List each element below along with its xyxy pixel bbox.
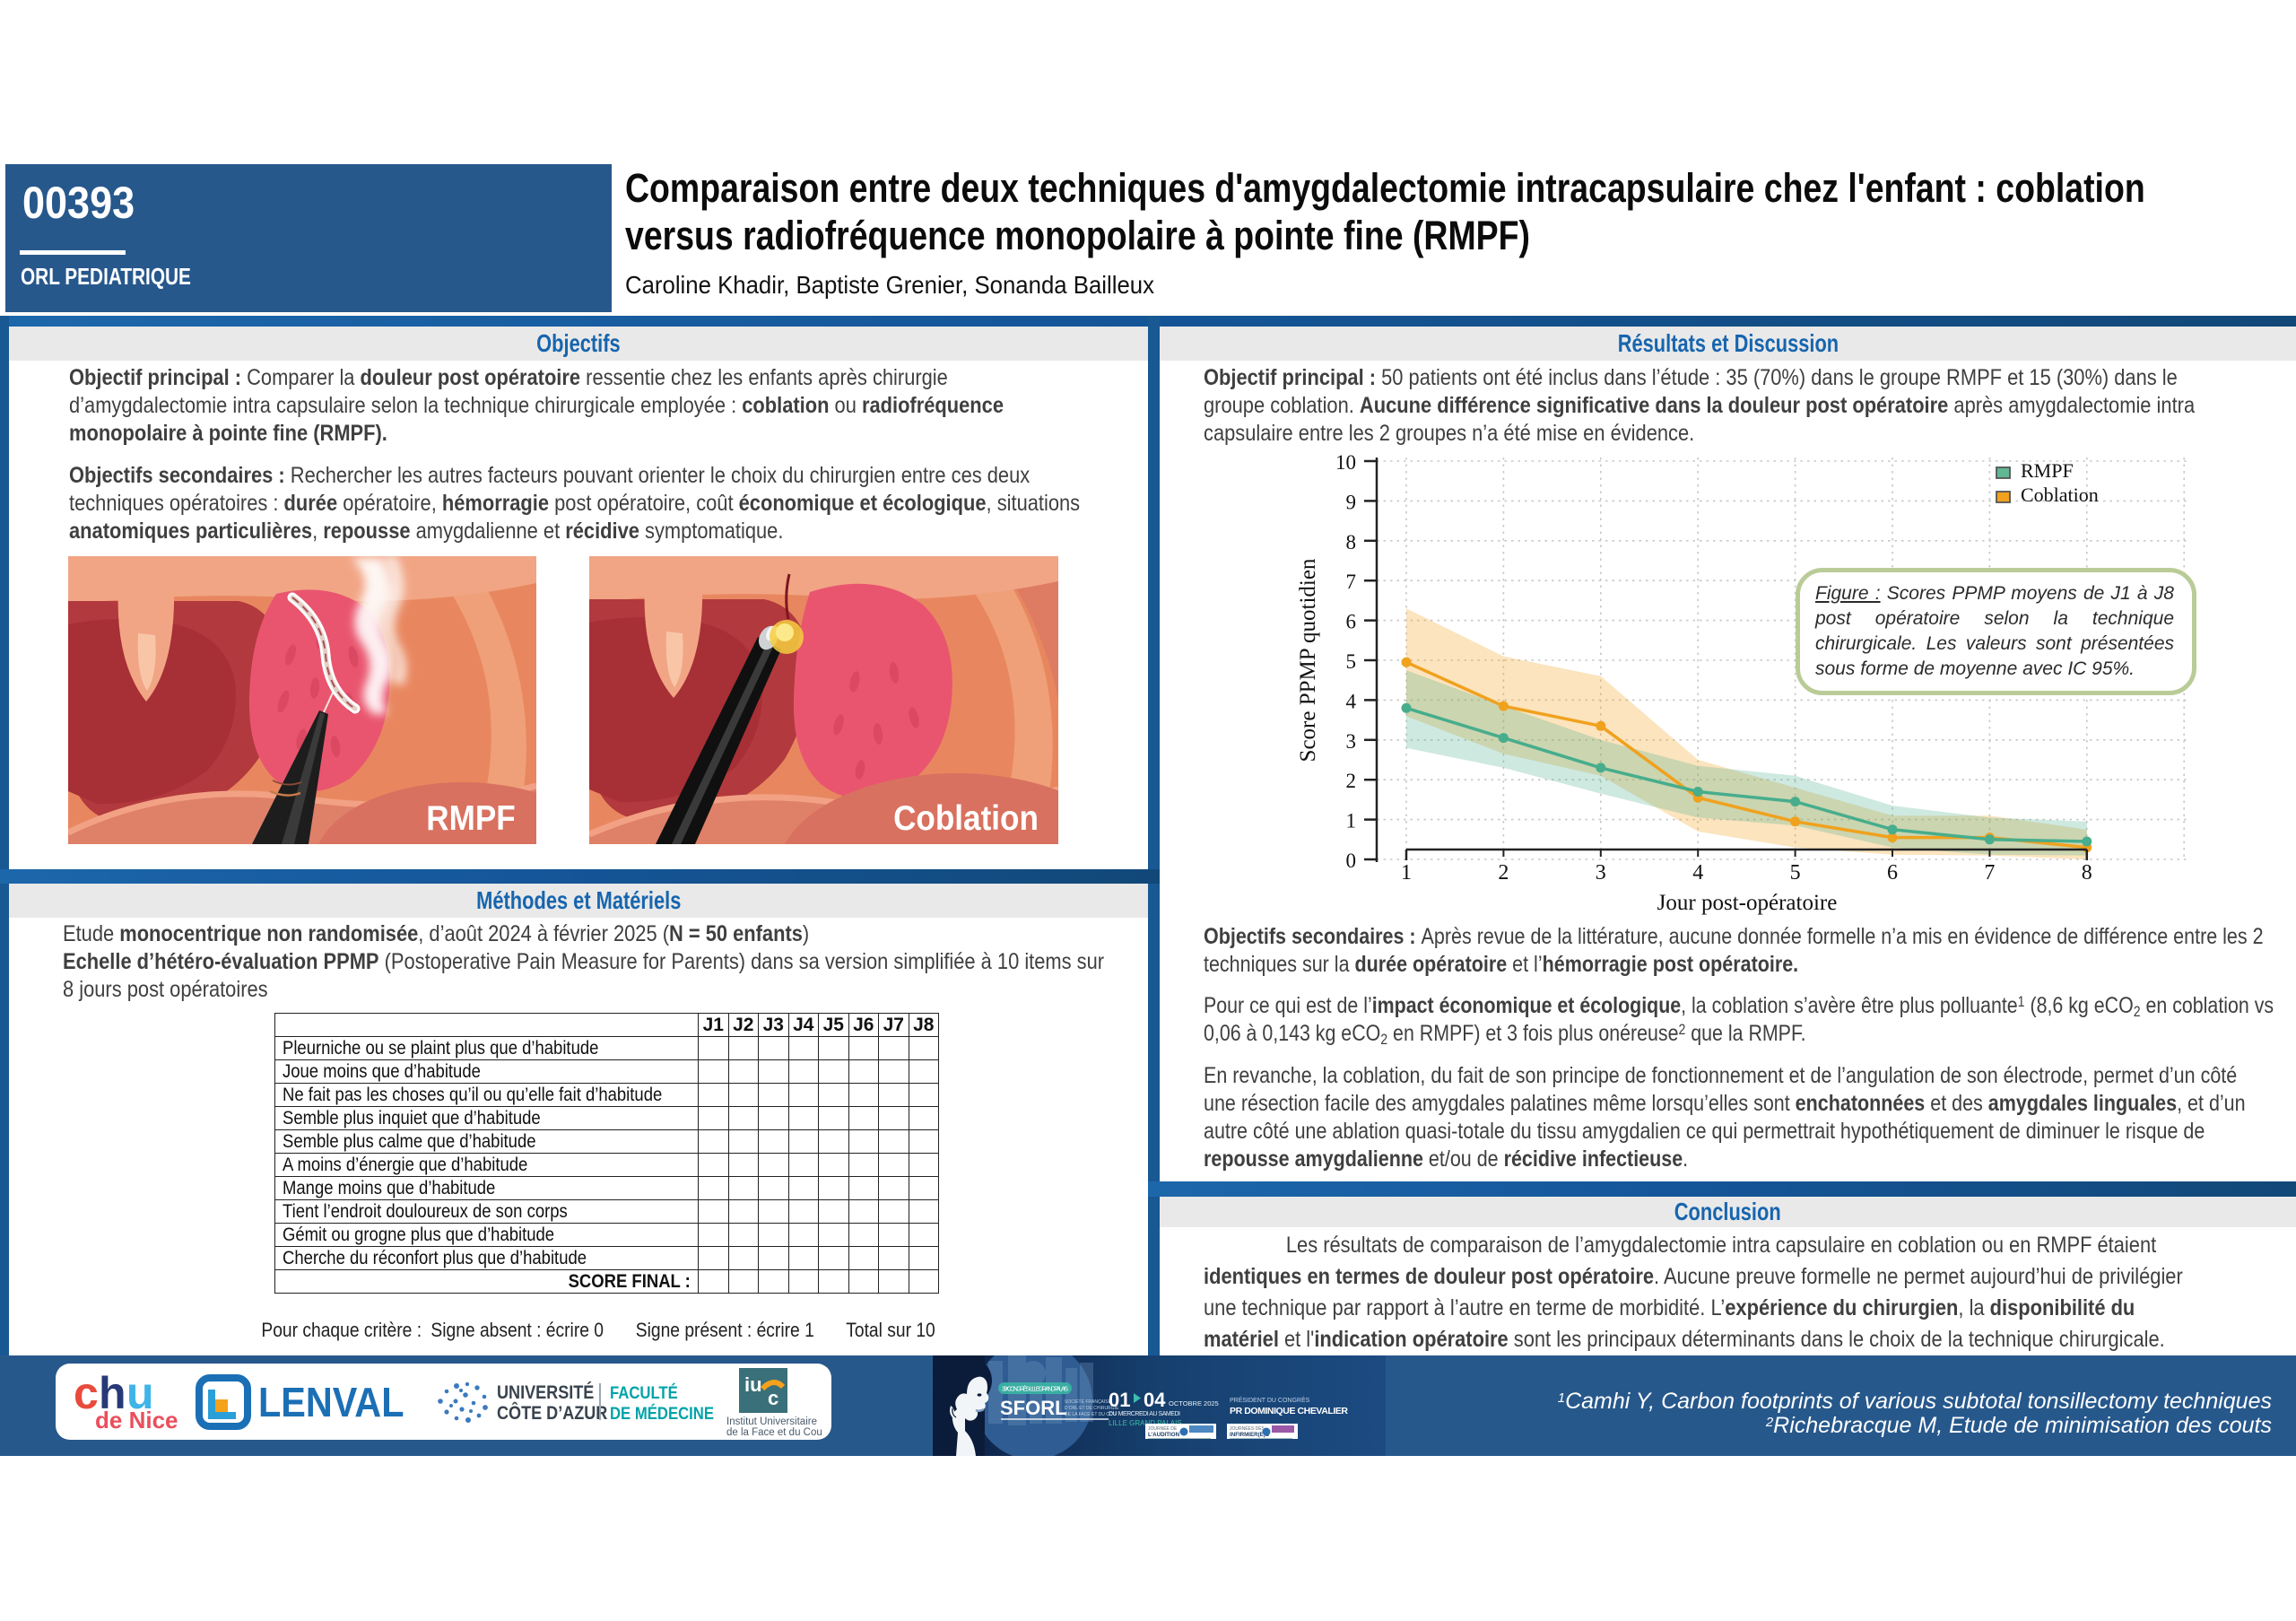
svg-text:2: 2: [1346, 770, 1357, 792]
svg-text:c: c: [74, 1368, 99, 1418]
svg-text:de Nice: de Nice: [95, 1407, 178, 1434]
svg-text:9: 9: [1346, 491, 1357, 513]
svg-text:SOCIÉTÉ FRANÇAISE: SOCIÉTÉ FRANÇAISE: [1065, 1399, 1112, 1405]
svg-text:6: 6: [1346, 611, 1357, 633]
svg-text:OCTOBRE 2025: OCTOBRE 2025: [1169, 1399, 1219, 1407]
svg-text:7: 7: [1984, 861, 1995, 885]
svg-text:7: 7: [1346, 571, 1357, 593]
svg-text:01: 01: [1109, 1389, 1130, 1411]
svg-text:04: 04: [1144, 1389, 1166, 1411]
svg-text:Coblation: Coblation: [893, 797, 1039, 837]
svg-text:iu: iu: [744, 1373, 762, 1396]
svg-text:CÔTE D’AZUR: CÔTE D’AZUR: [497, 1401, 607, 1425]
svg-text:DE LA FACE ET DU COU: DE LA FACE ET DU COU: [1065, 1412, 1117, 1417]
svg-text:10: 10: [1335, 451, 1356, 474]
svg-text:5: 5: [1790, 861, 1801, 885]
svg-text:u: u: [126, 1368, 154, 1418]
svg-text:h: h: [99, 1368, 126, 1418]
svg-text:8: 8: [1346, 531, 1357, 553]
svg-text:L’AUDITION: L’AUDITION: [1148, 1432, 1180, 1438]
svg-text:2: 2: [1498, 861, 1509, 885]
svg-text:PR DOMINIQUE CHEVALIER: PR DOMINIQUE CHEVALIER: [1230, 1406, 1348, 1416]
svg-text:c: c: [768, 1387, 778, 1409]
svg-text:3: 3: [1596, 861, 1606, 885]
svg-text:Institut Universitaire: Institut Universitaire: [726, 1416, 817, 1427]
svg-text:4: 4: [1346, 690, 1357, 712]
svg-text:DU MERCREDI AU SAMEDI: DU MERCREDI AU SAMEDI: [1109, 1411, 1180, 1417]
svg-text:LILLE GRAND PALAIS: LILLE GRAND PALAIS: [1109, 1419, 1182, 1427]
svg-text:8: 8: [2082, 861, 2092, 885]
svg-text:6: 6: [1887, 861, 1898, 885]
svg-text:RMPF: RMPF: [426, 797, 515, 837]
svg-text:Score PPMP quotidien: Score PPMP quotidien: [1296, 558, 1320, 762]
svg-text:FACULTÉ: FACULTÉ: [610, 1382, 678, 1402]
svg-text:UNIVERSITÉ: UNIVERSITÉ: [497, 1381, 594, 1404]
svg-text:D’ORL ET DE CHIRURGIE: D’ORL ET DE CHIRURGIE: [1065, 1406, 1119, 1411]
svg-text:5: 5: [1346, 650, 1357, 673]
svg-text:3: 3: [1346, 730, 1357, 753]
svg-text:JOURNÉES DES: JOURNÉES DES: [1230, 1425, 1265, 1432]
svg-text:de la Face et du Cou: de la Face et du Cou: [726, 1427, 822, 1438]
svg-text:Coblation: Coblation: [2021, 484, 2099, 506]
svg-text:INFIRMIER(E)S: INFIRMIER(E)S: [1230, 1432, 1269, 1438]
svg-text:0: 0: [1346, 850, 1357, 872]
svg-text:PRÉSIDENT DU CONGRÈS: PRÉSIDENT DU CONGRÈS: [1230, 1396, 1310, 1404]
svg-text:39ᵉ CONGRÈS - LILLE GRAND PALA: 39ᵉ CONGRÈS - LILLE GRAND PALAIS: [1002, 1385, 1068, 1393]
svg-text:SFORL: SFORL: [1000, 1397, 1067, 1419]
svg-text:Jour post-opératoire: Jour post-opératoire: [1657, 891, 1838, 915]
svg-text:JOURNÉE DE: JOURNÉE DE: [1148, 1425, 1178, 1432]
svg-text:RMPF: RMPF: [2021, 459, 2074, 482]
svg-text:DE MÉDECINE: DE MÉDECINE: [610, 1403, 714, 1423]
svg-text:LENVAL: LENVAL: [258, 1380, 404, 1426]
svg-text:1: 1: [1346, 810, 1357, 832]
svg-text:4: 4: [1692, 861, 1703, 885]
svg-text:1: 1: [1401, 861, 1412, 885]
